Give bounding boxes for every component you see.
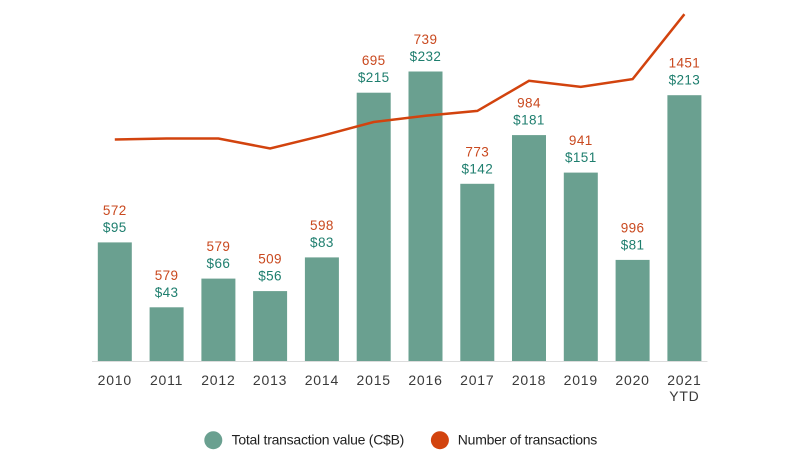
svg-text:Total transaction value (C$B): Total transaction value (C$B) <box>232 432 405 448</box>
svg-text:Number of transactions: Number of transactions <box>458 432 597 448</box>
svg-text:2010: 2010 <box>98 372 132 388</box>
svg-text:2015: 2015 <box>357 372 391 388</box>
svg-text:1451: 1451 <box>669 56 701 71</box>
svg-text:739: 739 <box>414 32 438 47</box>
svg-text:579: 579 <box>155 268 179 283</box>
svg-text:2018: 2018 <box>512 372 546 388</box>
svg-text:2012: 2012 <box>201 372 235 388</box>
svg-text:695: 695 <box>362 53 386 68</box>
svg-text:$142: $142 <box>461 161 493 176</box>
svg-text:2017: 2017 <box>460 372 494 388</box>
svg-text:$232: $232 <box>410 49 442 64</box>
svg-text:2021: 2021 <box>667 372 701 388</box>
svg-text:$66: $66 <box>207 256 231 271</box>
svg-text:773: 773 <box>465 144 489 159</box>
svg-text:$83: $83 <box>310 235 334 250</box>
svg-text:$181: $181 <box>513 113 545 128</box>
svg-text:2020: 2020 <box>615 372 649 388</box>
svg-text:$56: $56 <box>258 269 282 284</box>
svg-text:2011: 2011 <box>150 372 183 388</box>
svg-text:598: 598 <box>310 218 334 233</box>
svg-text:$213: $213 <box>669 73 701 88</box>
svg-text:2013: 2013 <box>253 372 287 388</box>
svg-text:YTD: YTD <box>669 388 699 404</box>
svg-text:$215: $215 <box>358 70 390 85</box>
svg-text:$95: $95 <box>103 220 127 235</box>
svg-text:$81: $81 <box>621 237 645 252</box>
svg-text:984: 984 <box>517 96 541 111</box>
svg-text:$151: $151 <box>565 150 597 165</box>
svg-text:2019: 2019 <box>564 372 598 388</box>
svg-text:996: 996 <box>621 220 645 235</box>
svg-text:$43: $43 <box>155 285 179 300</box>
svg-text:941: 941 <box>569 133 593 148</box>
svg-text:572: 572 <box>103 203 127 218</box>
svg-text:2014: 2014 <box>305 372 339 388</box>
svg-text:509: 509 <box>258 252 282 267</box>
svg-text:579: 579 <box>207 239 231 254</box>
svg-text:2016: 2016 <box>408 372 442 388</box>
